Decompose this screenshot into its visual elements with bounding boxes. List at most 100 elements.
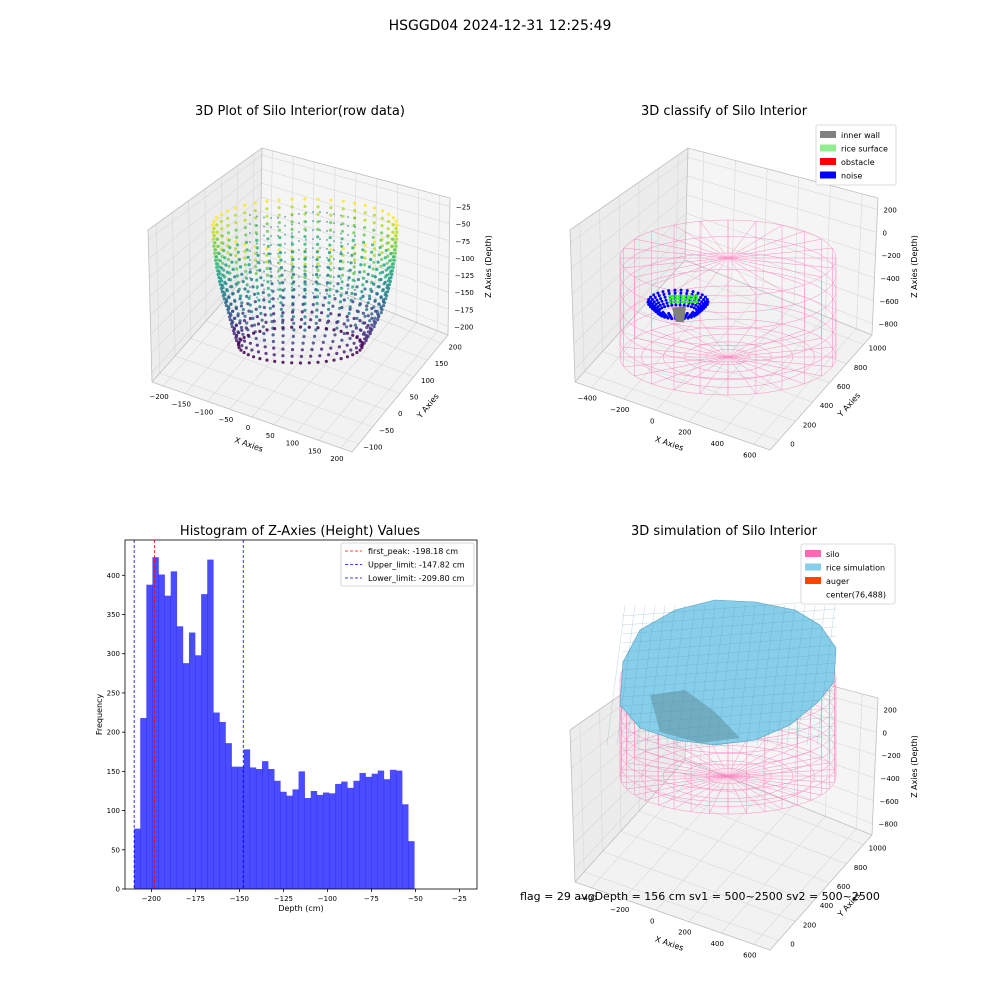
cloud-point <box>355 285 359 289</box>
silo-floor-spoke <box>727 738 747 777</box>
cloud-point <box>365 336 369 340</box>
cloud-point <box>340 273 345 277</box>
cloud-point <box>365 307 369 312</box>
cloud-point <box>310 310 314 314</box>
cloud-point <box>305 256 307 259</box>
cloud-point <box>290 235 294 239</box>
cloud-point <box>281 321 285 325</box>
cloud-point <box>333 213 335 216</box>
cloud-point <box>371 243 375 247</box>
cloud-point <box>256 253 260 257</box>
cloud-point <box>316 235 320 239</box>
cloud-point <box>316 212 320 216</box>
mesh-line <box>736 604 756 746</box>
z-tick-label: −600 <box>880 298 899 306</box>
cloud-point <box>319 220 321 223</box>
cloud-point <box>372 221 376 225</box>
noise-point <box>649 300 653 304</box>
cloud-point <box>329 268 333 272</box>
cloud-point <box>348 305 352 309</box>
classify-3d-plot: −400 −200 0 200 400 600 0 200 400 600 800 1000 200 0 −… <box>569 124 919 459</box>
cloud-point <box>220 283 224 287</box>
cloud-point <box>248 316 252 321</box>
cloud-point <box>335 351 339 356</box>
cloud-point <box>361 276 366 280</box>
silo-top-spoke <box>634 238 729 259</box>
silo-floor-spoke <box>626 775 729 790</box>
legend-swatch <box>820 171 836 179</box>
noise-point <box>674 303 678 307</box>
cloud-point <box>347 224 349 227</box>
cloud-point <box>220 266 224 270</box>
cloud-point <box>298 239 300 242</box>
cloud-point <box>217 265 221 269</box>
cloud-point <box>211 223 215 227</box>
cloud-point <box>256 322 261 326</box>
y-tick-label: 200 <box>448 343 461 351</box>
cloud-point <box>315 301 319 306</box>
x-tick-label: −50 <box>218 416 233 424</box>
noise-point <box>702 298 706 301</box>
cloud-point <box>252 355 256 359</box>
cloud-point <box>387 286 391 291</box>
cloud-point <box>243 218 247 222</box>
cloud-point <box>279 266 283 270</box>
cloud-point <box>351 333 355 337</box>
cloud-point <box>337 345 341 349</box>
simulation-3d-plot: −400 −200 0 200 400 600 0 200 400 600 800 1000 200 0 −… <box>569 543 919 959</box>
mesh-line <box>621 644 837 662</box>
cloud-point <box>249 214 251 216</box>
cloud-point <box>215 223 219 227</box>
cloud-point <box>331 339 335 344</box>
z-tick-label: −800 <box>879 821 898 829</box>
silo-floor-spoke <box>727 769 835 777</box>
cloud-point <box>328 243 332 247</box>
cloud-point <box>305 238 307 241</box>
cloud-point <box>315 250 319 254</box>
cloud-point <box>248 303 252 307</box>
cloud-point <box>236 343 241 347</box>
silo-floor-ring <box>706 768 750 784</box>
histogram-bar <box>134 828 141 889</box>
cloud-point <box>342 350 346 354</box>
cloud-point <box>234 221 238 225</box>
cloud-point <box>313 334 317 338</box>
cloud-point <box>328 281 332 285</box>
cloud-point <box>372 206 377 210</box>
rice-surface-point <box>677 300 681 304</box>
cloud-point <box>380 209 384 213</box>
mesh-line <box>746 604 766 746</box>
noise-point <box>700 304 703 308</box>
histogram-bar <box>371 773 379 889</box>
cloud-point <box>291 272 295 277</box>
silo-top-spoke <box>623 257 729 269</box>
cloud-point <box>350 291 354 296</box>
mesh-line <box>621 716 837 734</box>
silo-top-spoke <box>699 257 729 295</box>
cloud-point <box>216 237 220 241</box>
cloud-point <box>263 279 265 282</box>
cloud-point <box>314 280 318 284</box>
cloud-point <box>316 268 320 273</box>
mesh-line <box>621 662 837 680</box>
cloud-point <box>315 265 319 269</box>
silo-floor-spoke <box>727 762 830 777</box>
cloud-point <box>243 226 247 230</box>
histogram-bar <box>365 776 372 889</box>
x-tick-label: 0 <box>246 424 250 432</box>
cloud-point <box>328 228 333 232</box>
cloud-point <box>259 276 263 280</box>
cloud-point <box>279 301 283 305</box>
y-tick-label: 150 <box>107 768 120 776</box>
y-tick-label: 0 <box>790 940 794 948</box>
silo-floor-spoke <box>727 346 833 358</box>
cloud-point <box>298 275 300 278</box>
cloud-point <box>239 338 243 342</box>
cloud-point <box>290 325 294 329</box>
cloud-point <box>291 265 295 269</box>
cloud-point <box>251 285 255 289</box>
cloud-point <box>291 250 293 253</box>
cloud-point <box>312 238 314 241</box>
silo-floor-spoke <box>727 323 783 358</box>
cloud-point <box>258 305 262 309</box>
